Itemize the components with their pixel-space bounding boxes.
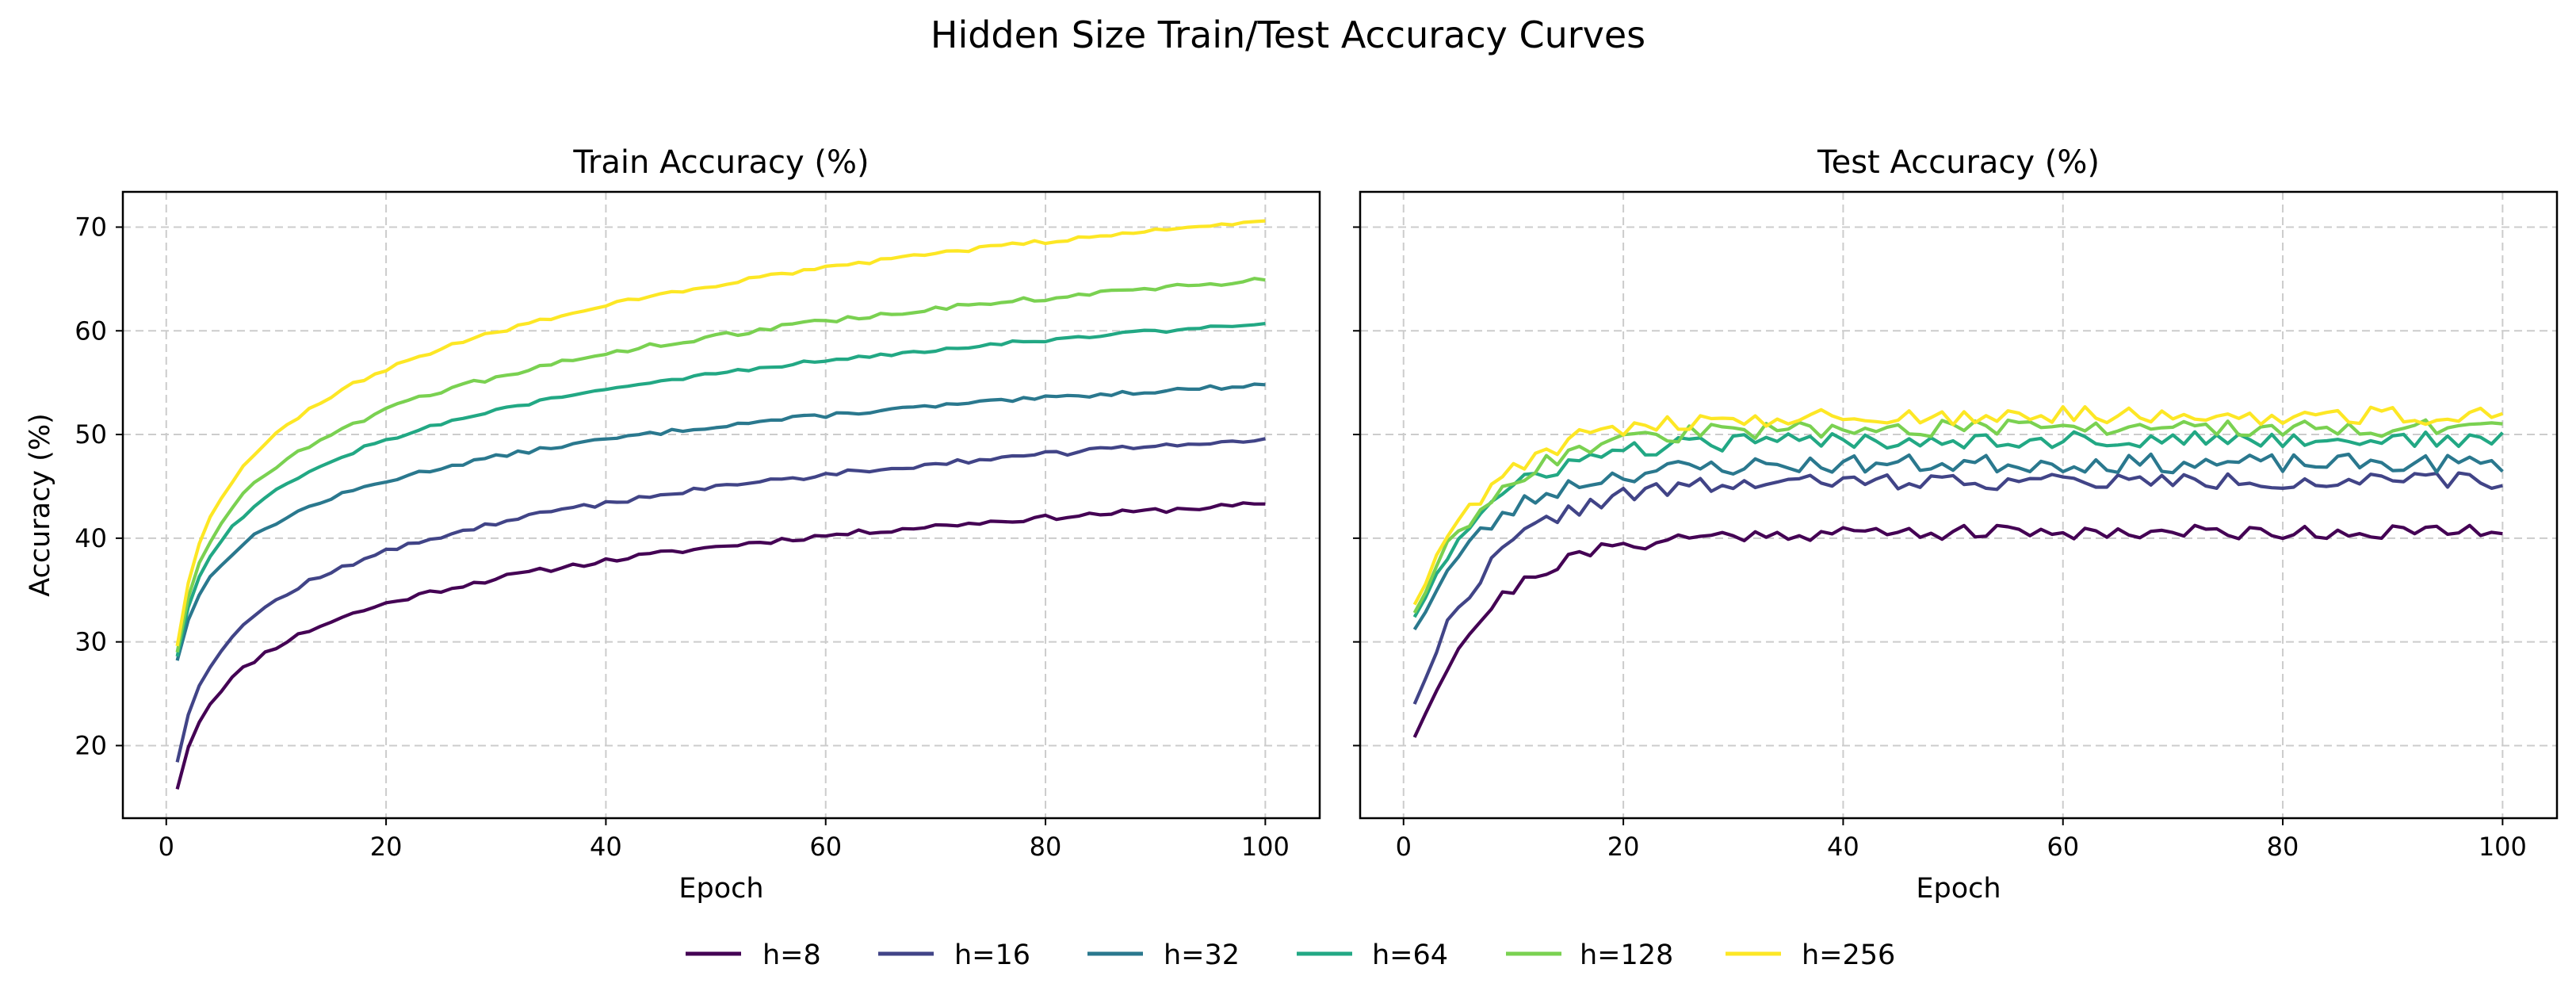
legend-item-h64: h=64 <box>1297 939 1448 971</box>
test-series-line-h8 <box>1412 523 2503 738</box>
test-axes: Test Accuracy (%) Epoch 0 20 40 60 80 100 <box>1353 144 2559 905</box>
legend-label: h=256 <box>1802 939 1895 971</box>
train-series-line-h256 <box>175 219 1266 647</box>
train-axes-title: Train Accuracy (%) <box>572 144 869 181</box>
train-y-tick-label: 60 <box>75 316 107 346</box>
test-x-tick-label: 100 <box>2479 832 2527 862</box>
figure-title: Hidden Size Train/Test Accuracy Curves <box>931 13 1645 56</box>
legend-label: h=64 <box>1372 939 1448 971</box>
test-x-axis-label: Epoch <box>1916 873 2001 905</box>
train-x-axis-label: Epoch <box>678 873 763 905</box>
train-plot-frame <box>121 190 1321 820</box>
train-y-tick-label: 70 <box>75 212 107 242</box>
train-y-tick-label: 50 <box>75 419 107 450</box>
legend-label: h=16 <box>954 939 1030 971</box>
train-series-line-h8 <box>175 501 1266 790</box>
train-series-line-h64 <box>175 322 1266 657</box>
train-series-line-h16 <box>175 437 1266 763</box>
legend-item-h8: h=8 <box>686 939 821 971</box>
train-y-tick-label: 40 <box>75 523 107 553</box>
test-x-tick-label: 20 <box>1607 832 1640 862</box>
train-x-tick-label: 20 <box>370 832 403 862</box>
train-x-tick-label: 40 <box>590 832 622 862</box>
train-series-line-h128 <box>175 277 1266 653</box>
test-series-line-h128 <box>1412 418 2503 614</box>
test-series-line-h32 <box>1412 452 2504 631</box>
test-x-tick-label: 60 <box>2047 832 2079 862</box>
legend-item-h16: h=16 <box>878 939 1030 971</box>
test-axes-title: Test Accuracy (%) <box>1817 144 2100 181</box>
test-x-tick-label: 40 <box>1827 832 1859 862</box>
train-axes: Train Accuracy (%) Epoch Accuracy (%) 0 2… <box>25 144 1321 905</box>
test-series-line-h16 <box>1412 471 2503 705</box>
train-x-tick-label: 0 <box>159 832 174 862</box>
legend-label: h=128 <box>1580 939 1673 971</box>
legend-label: h=32 <box>1164 939 1240 971</box>
test-series-line-h256 <box>1412 405 2504 606</box>
train-y-axis-label: Accuracy (%) <box>25 413 56 596</box>
legend-item-h32: h=32 <box>1087 939 1240 971</box>
legend: h=8 h=16 h=32 h=64 h=128 h=256 <box>686 939 1895 971</box>
train-x-tick-label: 80 <box>1030 832 1062 862</box>
train-y-tick-label: 20 <box>75 730 107 760</box>
train-x-tick-label: 100 <box>1241 832 1290 862</box>
train-y-tick-label: 30 <box>75 627 107 657</box>
legend-label: h=8 <box>762 939 821 971</box>
train-series-line-h32 <box>175 382 1266 661</box>
test-x-tick-label: 80 <box>2267 832 2299 862</box>
train-x-tick-label: 60 <box>809 832 842 862</box>
legend-item-h256: h=256 <box>1726 939 1895 971</box>
test-x-tick-label: 0 <box>1396 832 1412 862</box>
test-plot-frame <box>1359 190 2559 820</box>
legend-item-h128: h=128 <box>1506 939 1673 971</box>
test-series-line-h64 <box>1412 430 2504 618</box>
